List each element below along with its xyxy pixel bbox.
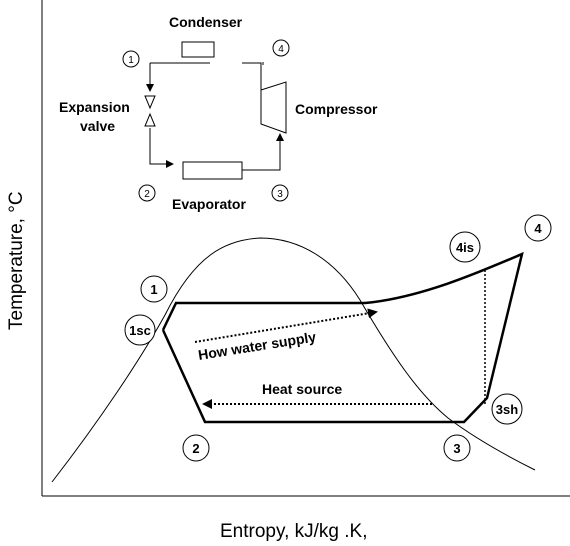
svg-text:4: 4	[534, 221, 542, 236]
saturation-dome-curve	[51, 237, 536, 483]
svg-text:3sh: 3sh	[496, 402, 518, 417]
svg-text:2: 2	[144, 189, 150, 200]
svg-text:1: 1	[150, 282, 157, 297]
y-axis-label: Temperature, °C	[6, 191, 27, 330]
hot-water-supply-arrow	[194, 308, 378, 343]
cycle-path	[161, 251, 524, 424]
pipe-condenser-line	[150, 62, 262, 78]
svg-text:4is: 4is	[456, 240, 474, 255]
compressor-label: Compressor	[295, 101, 378, 117]
schematic-state-1-marker: 1	[122, 50, 140, 68]
svg-text:4: 4	[278, 44, 284, 55]
point-1-marker: 1	[140, 275, 168, 303]
pipe-left-lower-line	[149, 128, 174, 168]
x-axis-label: Entropy, kJ/kg .K,	[220, 521, 367, 542]
condenser-label: Condenser	[169, 14, 243, 30]
compressor-symbol	[260, 81, 287, 134]
cycle-schematic: Condenser Evaporator Compressor Expansio…	[59, 14, 378, 212]
pipe-evaporator-line	[242, 133, 284, 171]
schematic-state-3-marker: 3	[271, 184, 289, 202]
svg-text:3: 3	[453, 441, 460, 456]
svg-text:1: 1	[128, 55, 134, 66]
svg-text:1sc: 1sc	[129, 323, 151, 338]
ts-diagram: How water supply Heat source 1 1sc 2 3 3…	[6, 0, 570, 542]
schematic-state-4-marker: 4	[272, 39, 290, 57]
point-3sh-marker: 3sh	[491, 393, 523, 425]
expansion-valve-label-line1: Expansion	[59, 99, 130, 115]
point-2-marker: 2	[182, 434, 210, 462]
hot-water-supply-label: How water supply	[197, 329, 317, 363]
svg-text:3: 3	[277, 189, 283, 200]
evaporator-box	[182, 161, 243, 180]
schematic-state-2-marker: 2	[138, 184, 156, 202]
evaporator-label: Evaporator	[172, 196, 246, 212]
point-4-marker: 4	[524, 214, 552, 242]
point-4is-marker: 4is	[449, 231, 481, 263]
point-3-marker: 3	[443, 434, 471, 462]
svg-text:2: 2	[192, 441, 199, 456]
condenser-box	[181, 41, 215, 58]
expansion-valve-label-line2: valve	[80, 118, 115, 134]
point-1sc-marker: 1sc	[124, 314, 156, 346]
heat-source-label: Heat source	[262, 381, 342, 397]
expansion-valve-symbol	[144, 95, 156, 127]
